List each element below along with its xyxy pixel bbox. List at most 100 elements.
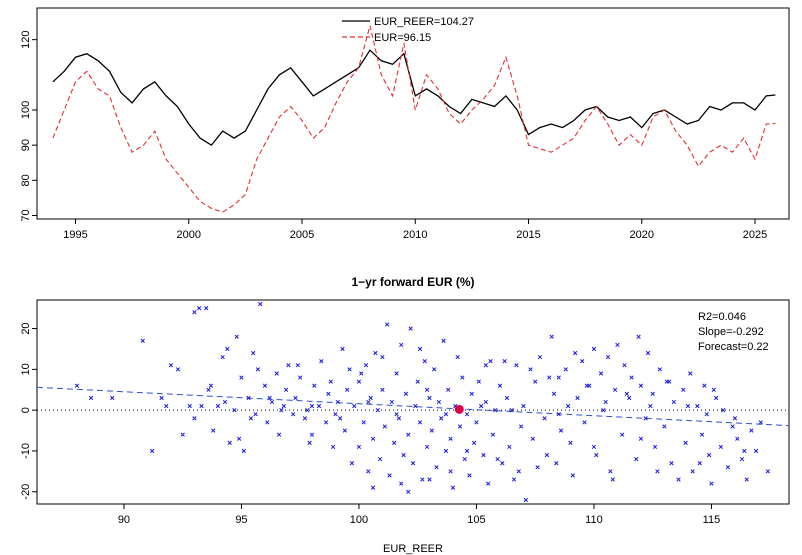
scatter-point-239 xyxy=(704,412,709,417)
scatter-point-157 xyxy=(645,350,651,356)
scatter-point-47 xyxy=(323,420,329,425)
scatter-point-208 xyxy=(406,489,411,494)
scatter-point-49 xyxy=(330,444,336,450)
scatter-x-tick-label-110: 110 xyxy=(585,514,603,526)
scatter-point-22 xyxy=(234,334,239,339)
scatter-point-168 xyxy=(688,371,693,376)
scatter-point-186 xyxy=(765,469,771,474)
scatter-point-222 xyxy=(502,359,507,364)
scatter-point-137 xyxy=(575,395,580,401)
scatter-point-109 xyxy=(483,399,489,405)
scatter-point-152 xyxy=(629,375,634,380)
scatter-point-56 xyxy=(352,403,357,409)
scatter-point-228 xyxy=(267,395,272,401)
line-chart-legend: EUR_REER=104.27 EUR=96.15 xyxy=(342,16,474,44)
scatter-point-135 xyxy=(568,440,573,445)
scatter-point-60 xyxy=(363,363,369,368)
scatter-point-223 xyxy=(547,375,552,380)
scatter-point-188 xyxy=(685,403,691,409)
scatter-point-128 xyxy=(544,452,550,458)
scatter-point-34 xyxy=(276,432,282,437)
scatter-point-206 xyxy=(359,371,364,376)
scatter-point-113 xyxy=(493,408,498,413)
annotation-slope: Slope=-0.292 xyxy=(698,326,764,338)
scatter-point-6 xyxy=(164,403,169,409)
scatter-point-88 xyxy=(429,428,434,433)
scatter-point-8 xyxy=(175,367,181,372)
scatter-point-179 xyxy=(730,424,735,429)
scatter-point-43 xyxy=(309,432,315,437)
scatter-point-59 xyxy=(361,420,366,425)
scatter-point-213 xyxy=(610,477,615,482)
scatter-point-201 xyxy=(253,412,258,417)
scatter-point-72 xyxy=(392,440,397,445)
scatter-point-117 xyxy=(507,444,512,450)
scatter-point-237 xyxy=(603,399,608,405)
scatter-point-82 xyxy=(415,379,420,384)
scatter-point-169 xyxy=(690,469,695,474)
y-tick-label-120: 120 xyxy=(20,30,32,48)
scatter-point-19 xyxy=(225,346,230,352)
scatter-point-175 xyxy=(713,395,719,401)
scatter-reference-lines xyxy=(36,386,790,427)
line-chart-plot-frame xyxy=(36,7,790,220)
scatter-point-177 xyxy=(721,408,726,413)
annotation-forecast: Forecast=0.22 xyxy=(698,341,769,353)
scatter-point-115 xyxy=(500,461,505,466)
scatter-point-225 xyxy=(624,391,630,396)
scatter-point-189 xyxy=(638,436,644,441)
scatter-x-tick-label-90: 90 xyxy=(118,514,130,526)
y-tick-label-100: 100 xyxy=(20,101,32,119)
scatter-point-20 xyxy=(227,440,232,445)
line-series-eur-reer xyxy=(52,49,776,147)
scatter-point-81 xyxy=(413,403,418,409)
scatter-point-89 xyxy=(431,367,437,372)
scatter-point-106 xyxy=(474,420,479,425)
scatter-point-174 xyxy=(709,481,714,486)
scatter-point-41 xyxy=(302,416,308,421)
scatter-point-202 xyxy=(222,399,228,405)
scatter-point-233 xyxy=(427,477,432,482)
scatter-point-193 xyxy=(478,403,484,409)
scatter-point-146 xyxy=(608,469,613,474)
x-tick-label-2025: 2025 xyxy=(743,229,767,241)
scatter-point-214 xyxy=(655,469,660,474)
scatter-point-54 xyxy=(345,387,350,392)
scatter-point-105 xyxy=(471,440,477,445)
scatter-point-164 xyxy=(671,399,677,405)
scatter-point-199 xyxy=(309,403,315,409)
scatter-point-144 xyxy=(601,408,606,413)
scatter-point-205 xyxy=(328,379,333,384)
scatter-point-48 xyxy=(326,391,331,396)
scatter-point-143 xyxy=(598,371,604,376)
scatter-point-235 xyxy=(516,469,521,474)
scatter-point-130 xyxy=(551,391,557,396)
scatter-chart-axes: 90 95 100 105 110 115 -20 -10 0 10 20 xyxy=(20,322,720,526)
scatter-point-71 xyxy=(389,399,395,405)
scatter-point-28 xyxy=(255,367,261,372)
scatter-x-tick-label-105: 105 xyxy=(467,514,485,526)
scatter-point-163 xyxy=(669,461,674,466)
scatter-point-165 xyxy=(676,477,681,482)
scatter-point-187 xyxy=(732,416,738,421)
scatter-point-66 xyxy=(377,456,383,462)
scatter-point-26 xyxy=(248,416,254,421)
scatter-point-122 xyxy=(523,497,528,503)
x-tick-label-1995: 1995 xyxy=(63,229,87,241)
scatter-point-29 xyxy=(258,301,263,307)
scatter-point-221 xyxy=(483,363,489,368)
scatter-point-103 xyxy=(467,473,472,478)
scatter-point-33 xyxy=(274,371,279,376)
scatter-point-36 xyxy=(283,387,289,392)
scatter-point-86 xyxy=(424,444,430,450)
scatter-point-90 xyxy=(434,465,439,470)
scatter-point-79 xyxy=(408,326,413,331)
scatter-point-12 xyxy=(196,306,202,311)
scatter-point-84 xyxy=(420,477,425,482)
scatter-x-tick-label-100: 100 xyxy=(350,514,368,526)
scatter-point-14 xyxy=(199,403,204,409)
scatter-point-45 xyxy=(316,403,322,409)
scatter-point-159 xyxy=(652,444,658,450)
scatter-point-154 xyxy=(636,334,641,339)
scatter-point-121 xyxy=(521,403,526,409)
